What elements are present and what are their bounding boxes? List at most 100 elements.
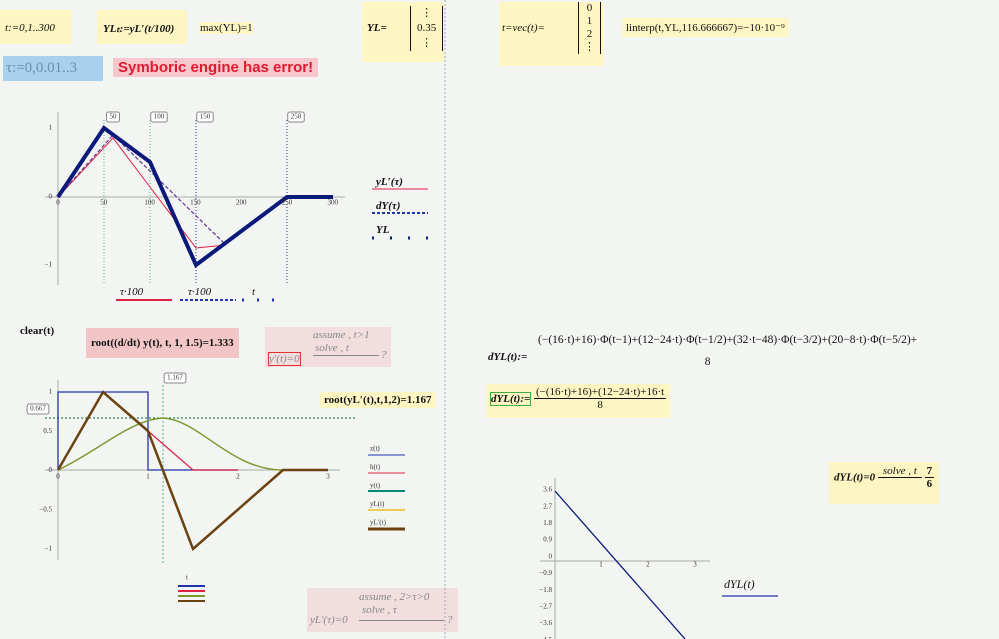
denominator: 8: [704, 356, 711, 368]
x-tick-label: 1: [146, 473, 150, 481]
y-tick-label: 0.9: [543, 536, 552, 544]
max-yl[interactable]: max(YL)=1: [200, 22, 253, 34]
marker-label: 50: [110, 113, 118, 121]
y-tick-label: −0.5: [39, 505, 52, 513]
matrix-cell: 1: [586, 15, 593, 27]
region: [362, 2, 444, 62]
dyl-long: (−(16·t)+16)·Φ(t−1)+(12−24·t)·Φ(t−1/2)+(…: [538, 334, 917, 368]
x-tick-label: 300: [328, 199, 339, 207]
solve2[interactable]: dYL(t)=0 solve , t​ 76: [829, 462, 940, 504]
fraction: (−(16·t)+16)+(12−24·t)+16·t 8: [534, 386, 667, 411]
y-tick-label: 0: [49, 193, 53, 201]
x-tick-label: 3: [326, 473, 330, 481]
numerator: (−(16·t)+16)·Φ(t−1)+(12−24·t)·Φ(t−1/2)+(…: [538, 334, 918, 346]
marker-box: [26, 403, 50, 415]
curve: [56, 390, 328, 552]
legend-label: yL(t): [370, 500, 385, 508]
marker-box: [106, 111, 120, 123]
op: solve , t: [877, 465, 922, 478]
marker-box: [163, 372, 187, 384]
denominator: 8: [597, 399, 603, 411]
curve: [57, 134, 227, 246]
yl-eq[interactable]: YL=: [367, 22, 387, 34]
den: 6: [926, 478, 933, 490]
marker-label: 0.667: [30, 405, 46, 413]
x-label: t: [186, 574, 188, 582]
y-tick-label: −4.5: [539, 636, 552, 639]
legend-label: z(t): [370, 445, 380, 453]
clear[interactable]: clear(t): [20, 325, 55, 337]
plot1: [45, 112, 428, 302]
x-tick-label: 0: [56, 199, 60, 207]
t-matrix: 0 1 2 ⋮: [578, 2, 601, 54]
legend-label: yL′(t): [370, 519, 387, 527]
assume: assume , t>1: [313, 329, 370, 341]
matrix-cell: ⋮: [421, 37, 433, 49]
x-tick-label: 1: [599, 561, 603, 569]
y-tick-label: 1: [49, 124, 53, 132]
solve-result: ?: [381, 349, 387, 361]
y-tick-label: −0.9: [539, 569, 552, 577]
linterp[interactable]: linterp(t,YL,116.666667)=−10·10⁻⁹: [622, 18, 789, 37]
dyl-lhs: dYL(t):=: [490, 391, 532, 406]
error-message: Symboric engine has error!: [113, 58, 319, 77]
x-tick-label: 3: [693, 561, 697, 569]
y-tick-label: 0: [549, 552, 553, 560]
dyl-lhs[interactable]: dYL(t):=: [488, 351, 528, 363]
x-label: τ·100: [188, 286, 212, 298]
curve: [554, 490, 686, 639]
solve-lhs: yL′(τ)=0: [310, 614, 348, 626]
dyl-short[interactable]: dYL(t):= (−(16·t)+16)+(12−24·t)+16·t 8: [486, 384, 671, 418]
solve1[interactable]: assume , t>1 solve , t y′(t)=0 ?: [265, 327, 391, 367]
matrix-cell: 2: [586, 28, 593, 40]
x-label: t: [252, 286, 256, 298]
curve: [56, 125, 333, 269]
solve-lhs: y′(t)=0: [268, 352, 301, 366]
root2[interactable]: root(yL′(t),t,1,2)=1.167: [320, 392, 436, 408]
x-tick-label: 200: [236, 199, 247, 207]
y-tick-label: −1: [45, 261, 53, 269]
t-vec[interactable]: t=vec(t)=: [502, 22, 545, 34]
y-tick-label: 3.6: [543, 486, 552, 494]
marker-box: [287, 111, 305, 123]
yl-matrix: ⋮ 0.35 ⋮: [410, 6, 444, 51]
y-tick-label: 1: [49, 388, 53, 396]
legend-label: dYL(t): [724, 577, 755, 591]
x-tick-label: 50: [100, 199, 108, 207]
curve: [57, 417, 284, 471]
marker-label: 250: [291, 113, 302, 121]
legend-label: YL: [376, 224, 390, 236]
t-range[interactable]: t:=0,1..300: [5, 22, 55, 34]
x-tick-label: 2: [646, 561, 650, 569]
region: [0, 10, 72, 44]
num: 7: [924, 465, 935, 478]
marker-label: 1.167: [167, 374, 183, 382]
matrix-cell: ⋮: [421, 7, 433, 19]
y-tick-label: −2.7: [539, 603, 552, 611]
y-tick-label: −1.8: [539, 586, 552, 594]
y-tick-label: −1: [45, 545, 53, 553]
plot2: [45, 380, 405, 602]
numerator: (−(16·t)+16)+(12−24·t)+16·t: [534, 386, 667, 399]
y-tick-label: 0.5: [43, 427, 52, 435]
arrow: [313, 355, 379, 356]
legend-label: y(t): [370, 482, 381, 490]
solve-op: solve , t​: [877, 465, 922, 490]
y-tick-label: 2.7: [543, 502, 552, 510]
y-tick-label: 1.8: [543, 519, 552, 527]
matrix-cell: 0.35: [417, 22, 437, 34]
x-tick-label: 0: [56, 473, 60, 481]
yl-def[interactable]: YLₜ:=yL′(t/100): [103, 23, 175, 35]
tau-range[interactable]: τ:=0,0.01..3: [3, 56, 103, 81]
root1[interactable]: root((d/dt) y(t), t, 1, 1.5)=1.333: [86, 328, 239, 358]
x-label: τ·100: [120, 286, 144, 298]
x-tick-label: 250: [282, 199, 293, 207]
y-tick-label: 0: [49, 466, 53, 474]
marker-box: [196, 111, 214, 123]
solve3[interactable]: assume , 2>τ>0 solve , τ yL′(τ)=0 ?: [307, 588, 458, 632]
solve-result: ?: [447, 614, 453, 626]
legend-label: yL′(τ): [376, 176, 403, 188]
